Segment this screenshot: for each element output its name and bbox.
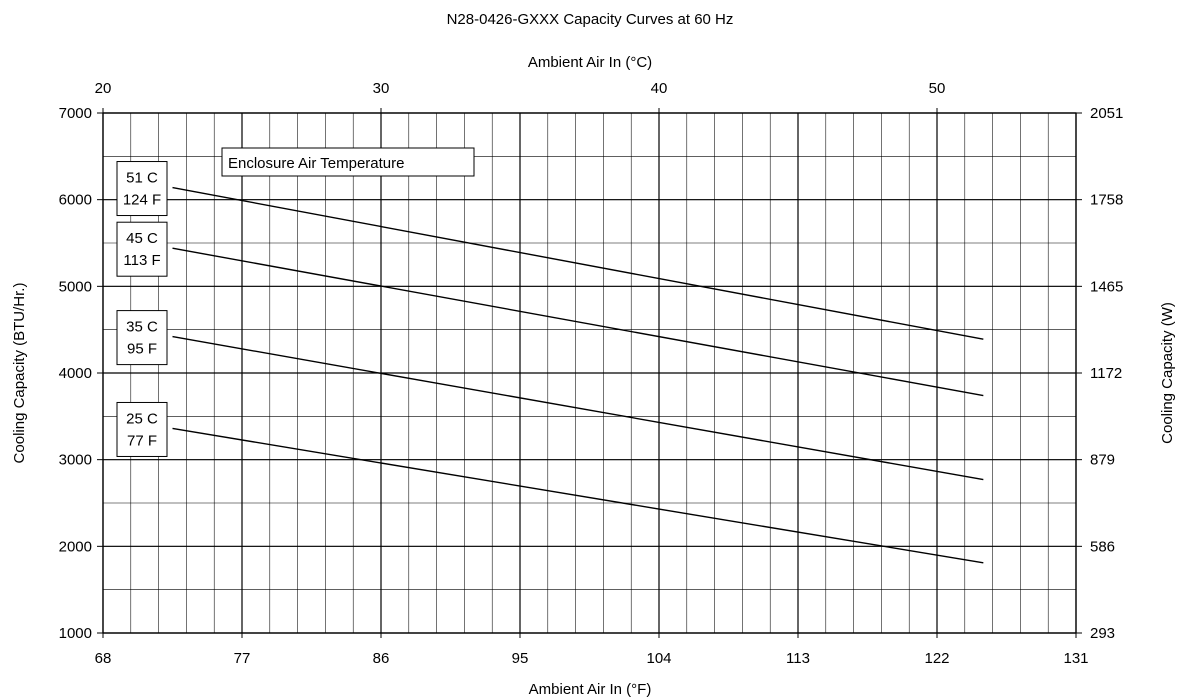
series-line xyxy=(172,335,984,481)
top-x-tick-label: 20 xyxy=(95,80,112,97)
series-lines xyxy=(172,186,984,564)
top-x-tick-label: 30 xyxy=(373,80,390,97)
right-y-tick-label: 586 xyxy=(1090,538,1115,555)
right-y-tick-label: 1172 xyxy=(1090,365,1122,382)
series-label-frame xyxy=(116,161,168,217)
series-label-frame xyxy=(116,401,168,457)
axis-ticks: 68 77 86 95 104 113 122 131 20 30 40 50 1000 2000 3000… xyxy=(59,80,1124,667)
series-label-fahrenheit: 124 F xyxy=(123,192,161,209)
series-label-celsius: 45 C xyxy=(126,230,158,247)
series-label-frame xyxy=(116,310,168,366)
x-tick-label: 95 xyxy=(512,650,529,667)
y-tick-label: 4000 xyxy=(59,365,92,382)
series-line xyxy=(172,247,984,397)
series-label-celsius: 35 C xyxy=(126,319,158,336)
y-tick-label: 5000 xyxy=(59,278,92,295)
top-x-tick-label: 40 xyxy=(651,80,668,97)
y-tick-label: 7000 xyxy=(59,105,92,122)
right-y-tick-label: 879 xyxy=(1090,452,1115,469)
series-label-celsius: 25 C xyxy=(126,410,158,427)
series-label-celsius: 51 C xyxy=(126,170,158,187)
top-x-tick-label: 50 xyxy=(929,80,946,97)
x-tick-label: 86 xyxy=(373,650,390,667)
x-tick-label: 77 xyxy=(234,650,251,667)
right-y-axis-title: Cooling Capacity (W) xyxy=(1159,302,1176,444)
legend-frame xyxy=(221,147,475,177)
x-tick-label: 113 xyxy=(786,650,810,667)
series-label-box: 35 C 95 F xyxy=(116,310,168,366)
series-label-fahrenheit: 95 F xyxy=(127,341,157,358)
series-label-fahrenheit: 77 F xyxy=(127,432,157,449)
series-line xyxy=(172,427,984,564)
legend-title: Enclosure Air Temperature xyxy=(228,155,404,172)
x-axis-title: Ambient Air In (°F) xyxy=(529,681,652,698)
series-line xyxy=(172,186,984,340)
right-y-tick-label: 293 xyxy=(1090,625,1115,642)
series-label-box: 45 C 113 F xyxy=(116,221,168,277)
legend: Enclosure Air Temperature xyxy=(221,147,475,177)
series-label-fahrenheit: 113 F xyxy=(123,252,160,269)
right-y-tick-label: 1758 xyxy=(1090,192,1123,209)
y-tick-label: 1000 xyxy=(59,625,92,642)
top-x-axis-title: Ambient Air In (°C) xyxy=(528,54,652,71)
series-label-box: 51 C 124 F xyxy=(116,161,168,217)
y-tick-label: 6000 xyxy=(59,192,92,209)
x-tick-label: 122 xyxy=(924,650,949,667)
y-tick-label: 3000 xyxy=(59,452,92,469)
x-tick-label: 68 xyxy=(95,650,112,667)
y-tick-label: 2000 xyxy=(59,538,92,555)
series-labels: 51 C 124 F 45 C 113 F 35 C 95 F 25 C 77 F xyxy=(116,161,168,457)
series-label-box: 25 C 77 F xyxy=(116,401,168,457)
grid xyxy=(102,112,1077,634)
chart-title: N28-0426-GXXX Capacity Curves at 60 Hz xyxy=(447,11,734,28)
series-label-frame xyxy=(116,221,168,277)
right-y-tick-label: 1465 xyxy=(1090,278,1123,295)
right-y-tick-label: 2051 xyxy=(1090,105,1123,122)
x-tick-label: 104 xyxy=(646,650,671,667)
y-axis-title: Cooling Capacity (BTU/Hr.) xyxy=(11,283,28,464)
x-tick-label: 131 xyxy=(1063,650,1088,667)
